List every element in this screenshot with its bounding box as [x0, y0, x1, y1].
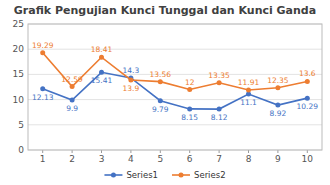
- y-tick-label: 20: [13, 44, 25, 54]
- series-line: [43, 53, 308, 90]
- data-point: [70, 84, 75, 89]
- x-tick-label: 2: [69, 154, 75, 164]
- legend: Series1 Series2: [104, 170, 225, 180]
- data-point: [70, 98, 75, 103]
- legend-item: Series2: [172, 170, 226, 180]
- data-label: 15.41: [91, 76, 113, 85]
- grid-line: [28, 49, 322, 50]
- data-point: [158, 98, 163, 103]
- data-point: [246, 87, 251, 92]
- x-tick-label: 3: [99, 154, 105, 164]
- data-point: [187, 106, 192, 111]
- chart: Grafik Pengujian Kunci Tunggal dan Kunci…: [0, 0, 330, 185]
- data-point: [275, 103, 280, 108]
- data-label: 13.35: [208, 71, 230, 80]
- data-point: [187, 87, 192, 92]
- data-point: [305, 96, 310, 101]
- data-label: 19.29: [32, 41, 54, 50]
- data-point: [40, 86, 45, 91]
- y-tick-label: 5: [18, 120, 24, 130]
- data-point: [217, 107, 222, 112]
- x-tick-label: 1: [40, 154, 46, 164]
- data-label: 12.59: [61, 75, 83, 84]
- legend-label: Series1: [126, 170, 158, 180]
- data-point: [158, 79, 163, 84]
- data-point: [217, 80, 222, 85]
- data-label: 12.35: [267, 76, 289, 85]
- data-label: 8.15: [181, 113, 198, 122]
- y-tick-label: 15: [13, 69, 24, 79]
- data-label: 8.12: [211, 113, 228, 122]
- data-label: 8.92: [270, 109, 287, 118]
- data-label: 18.41: [91, 45, 113, 54]
- data-label: 13.6: [299, 69, 316, 78]
- series-line: [43, 72, 308, 109]
- data-point: [305, 79, 310, 84]
- plot-area: [40, 50, 310, 111]
- y-tick-label: 10: [13, 95, 25, 105]
- legend-label: Series2: [194, 170, 226, 180]
- y-tick-label: 25: [13, 19, 24, 29]
- legend-marker: [179, 173, 184, 178]
- data-label: 11.1: [240, 98, 257, 107]
- x-tick-label: 4: [128, 154, 134, 164]
- data-label: 9.9: [66, 104, 78, 113]
- data-label: 9.79: [152, 105, 169, 114]
- data-point: [275, 85, 280, 90]
- data-label: 10.29: [297, 102, 319, 111]
- x-tick-label: 7: [216, 154, 222, 164]
- data-point: [40, 50, 45, 55]
- x-tick-label: 9: [275, 154, 281, 164]
- data-point: [99, 55, 104, 60]
- plot-frame: [28, 24, 322, 150]
- title: Grafik Pengujian Kunci Tunggal dan Kunci…: [14, 4, 316, 17]
- x-tick-label: 5: [157, 154, 163, 164]
- data-label: 14.3: [123, 66, 140, 75]
- data-labels: 12.13 9.9 15.41 14.3 9.79 8.15 8.12 11.1 8.92 10.…: [32, 41, 318, 122]
- legend-marker: [111, 173, 116, 178]
- data-label: 12.13: [32, 93, 54, 102]
- data-label: 13.9: [123, 84, 140, 93]
- data-point: [99, 70, 104, 75]
- data-point: [128, 77, 133, 82]
- legend-item: Series1: [104, 170, 158, 180]
- x-tick-label: 6: [187, 154, 193, 164]
- x-tick-label: 10: [302, 154, 314, 164]
- y-tick-label: 0: [18, 145, 24, 155]
- data-label: 13.56: [150, 70, 172, 79]
- grid-line: [28, 124, 322, 125]
- data-label: 12: [185, 78, 195, 87]
- x-tick-label: 8: [246, 154, 252, 164]
- data-label: 11.91: [238, 78, 260, 87]
